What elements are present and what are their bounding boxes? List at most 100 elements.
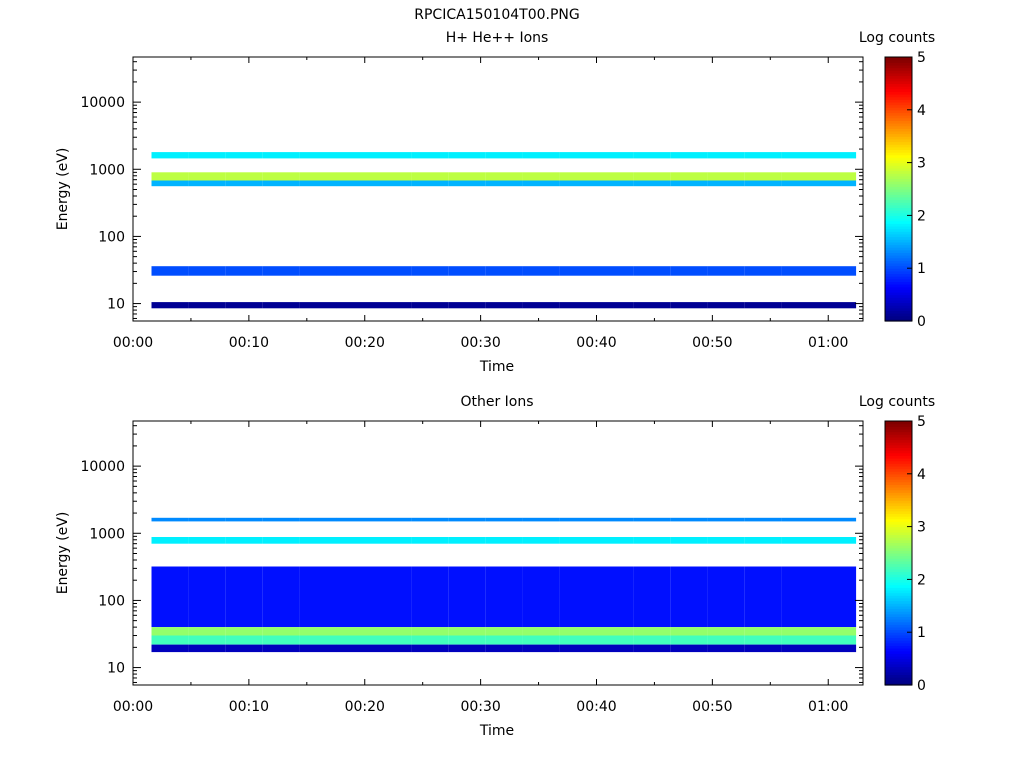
colorbar-swatch (885, 262, 912, 267)
heatmap-cell (448, 302, 486, 309)
heatmap-cell (485, 627, 523, 636)
heatmap-cell (781, 302, 819, 309)
heatmap-cell (522, 644, 560, 653)
colorbar-swatch (885, 571, 912, 575)
colorbar-swatch (885, 550, 912, 554)
heatmap-cell (670, 566, 708, 628)
x-tick-label: 00:20 (345, 699, 385, 715)
colorbar-swatch (885, 183, 912, 187)
colorbar-swatch (885, 204, 912, 209)
heatmap-cell (781, 266, 819, 276)
colorbar-swatch (885, 191, 912, 195)
heatmap-cell (262, 172, 300, 181)
heatmap-cell (411, 266, 449, 276)
heatmap-cell (522, 517, 560, 522)
colorbar-swatch (885, 642, 912, 646)
heatmap-cell (670, 537, 708, 544)
heatmap-cell (151, 635, 189, 645)
colorbar: 0 1 2 3 4 5 (884, 50, 926, 330)
colorbar-swatch (885, 189, 912, 193)
heatmap-cell (225, 635, 263, 645)
heatmap-cell (485, 537, 523, 544)
colorbar-swatch (885, 225, 912, 230)
colorbar-swatch (885, 260, 912, 264)
heatmap-cell (374, 152, 412, 159)
heatmap-cell (596, 152, 634, 159)
heatmap-cell (744, 566, 782, 628)
colorbar-tick-label: 0 (917, 314, 926, 330)
colorbar-swatch (885, 505, 912, 509)
colorbar-swatch (885, 626, 912, 631)
x-axis-label: Time (479, 359, 514, 375)
heatmap-cell (485, 517, 523, 522)
colorbar-swatch (885, 679, 912, 683)
colorbar-tick-label: 3 (917, 156, 926, 172)
colorbar-swatch (885, 473, 912, 478)
colorbar-swatch (885, 146, 912, 150)
colorbar-swatch (885, 297, 912, 301)
heatmap-cell (225, 180, 263, 187)
heatmap-cell (670, 180, 708, 187)
colorbar-tick-label: 4 (917, 467, 926, 483)
colorbar-swatch (885, 270, 912, 275)
colorbar-swatch (885, 521, 912, 525)
heatmap-cell (707, 302, 745, 309)
colorbar-swatch (885, 159, 912, 164)
heatmap-cell (262, 517, 300, 522)
heatmap-cell (336, 180, 374, 187)
colorbar-swatch (885, 587, 912, 591)
heatmap-cell (781, 635, 819, 645)
colorbar-swatch (885, 537, 912, 541)
heatmap-cell (781, 566, 819, 628)
x-axis-ticks: 00:00 00:10 00:20 00:30 00:40 00:50 01:00 (113, 421, 848, 715)
x-tick-label: 00:50 (692, 699, 732, 715)
heatmap-cell (299, 537, 337, 544)
colorbar-swatch (885, 278, 912, 282)
heatmap-cell (485, 644, 523, 653)
heatmap-cell (559, 172, 597, 181)
colorbar-swatch (885, 531, 912, 536)
colorbar-swatch (885, 500, 912, 504)
panel-title: H+ He++ Ions (446, 30, 549, 46)
colorbar-swatch (885, 494, 912, 499)
colorbar-swatch (885, 582, 912, 586)
colorbar-swatch (885, 257, 912, 261)
heatmap-cell (819, 635, 857, 645)
colorbar-swatch (885, 218, 912, 222)
x-axis-label: Time (479, 723, 514, 739)
heatmap-cell (188, 302, 226, 309)
colorbar-swatch (885, 233, 912, 238)
heatmap-cell (151, 266, 189, 276)
colorbar-swatch (885, 310, 912, 314)
colorbar-swatch (885, 130, 912, 135)
heatmap-cell (262, 266, 300, 276)
colorbar-swatch (885, 526, 912, 530)
heatmap-cell (336, 302, 374, 309)
heatmap-cell (633, 517, 671, 522)
heatmap-cell (744, 180, 782, 187)
heatmap-cell (336, 635, 374, 645)
colorbar-swatch (885, 616, 912, 620)
colorbar-swatch (885, 661, 912, 665)
y-axis-label: Energy (eV) (55, 148, 71, 231)
colorbar-swatch (885, 247, 912, 251)
heatmap-cell (188, 566, 226, 628)
colorbar-swatch (885, 138, 912, 143)
heatmap-cell (819, 266, 857, 276)
colorbar-swatch (885, 268, 912, 272)
heatmap-cell (707, 517, 745, 522)
colorbar-swatch (885, 186, 912, 190)
heatmap-cell (225, 644, 263, 653)
heatmap-cell (596, 172, 634, 181)
colorbar-swatch (885, 299, 912, 304)
colorbar-swatch (885, 228, 912, 232)
colorbar-swatch (885, 579, 912, 583)
heatmap-cell (522, 635, 560, 645)
colorbar-swatch (885, 149, 912, 153)
heatmap-cell (299, 644, 337, 653)
x-tick-label: 00:10 (229, 335, 269, 351)
heatmap-cell (596, 635, 634, 645)
colorbar-swatch (885, 115, 912, 119)
heatmap-cell (744, 537, 782, 544)
heatmap-cell (151, 517, 189, 522)
